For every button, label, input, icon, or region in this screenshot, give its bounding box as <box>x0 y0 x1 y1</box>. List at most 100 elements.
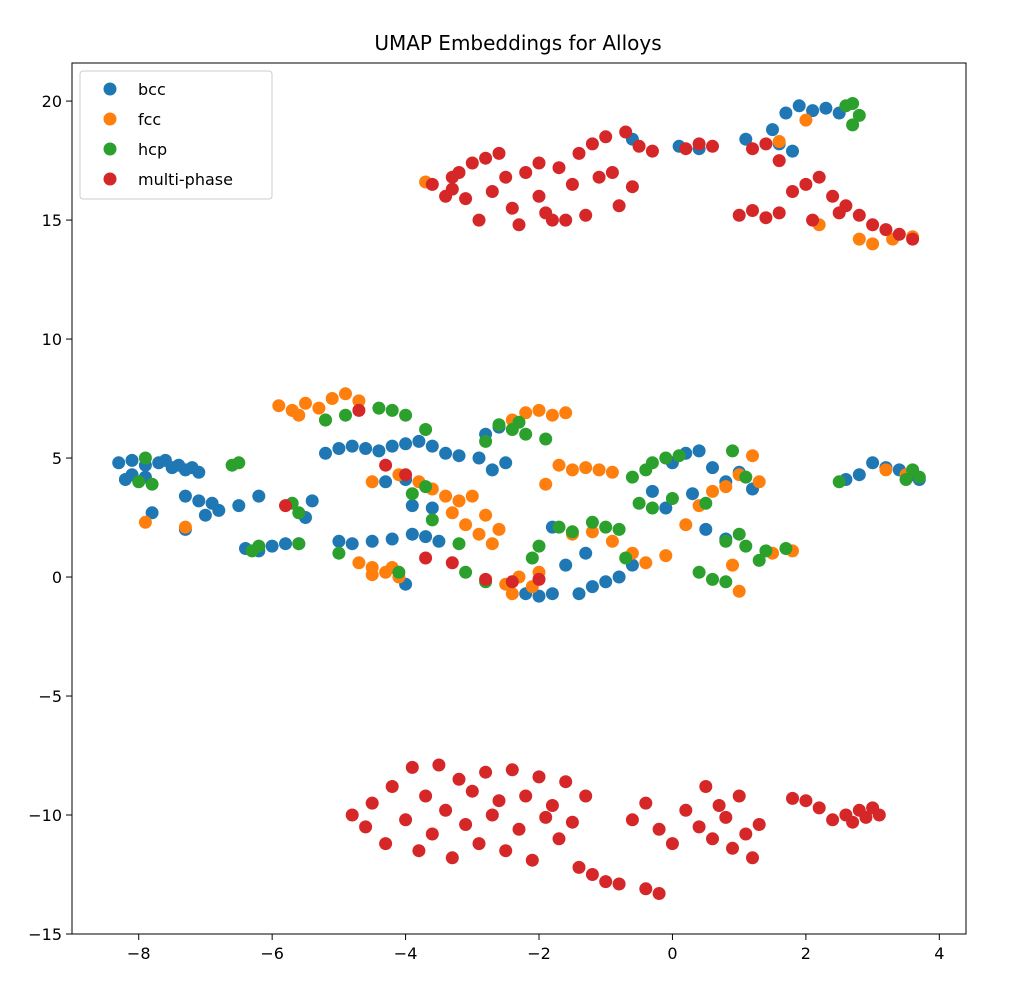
series-hcp-group <box>132 97 926 589</box>
point-hcp-63 <box>846 97 860 110</box>
x-tick-label-5: 2 <box>801 944 811 963</box>
ticks-layer: −8 −6 −4 −2 0 2 4 −15 −10 −5 0 5 10 15 20 <box>28 92 944 963</box>
point-hcp-40 <box>645 456 659 470</box>
point-multi-phase-61 <box>405 760 419 774</box>
point-multi-phase-125 <box>532 572 546 586</box>
point-multi-phase-25 <box>632 139 646 153</box>
point-bcc-95 <box>786 144 799 158</box>
point-multi-phase-57 <box>365 796 379 810</box>
point-hcp-21 <box>452 537 466 551</box>
point-hcp-25 <box>519 427 533 441</box>
point-multi-phase-108 <box>786 791 799 805</box>
point-fcc-40 <box>552 458 566 472</box>
point-hcp-46 <box>699 496 713 510</box>
point-multi-phase-6 <box>479 151 493 165</box>
point-fcc-42 <box>579 461 593 475</box>
point-multi-phase-10 <box>505 201 519 215</box>
point-fcc-57 <box>752 475 766 489</box>
point-multi-phase-117 <box>846 815 860 829</box>
point-multi-phase-41 <box>799 177 813 191</box>
point-multi-phase-2 <box>445 182 459 196</box>
point-bcc-17 <box>198 508 212 522</box>
point-fcc-33 <box>505 587 519 601</box>
point-fcc-62 <box>659 549 673 563</box>
point-hcp-1 <box>145 477 159 491</box>
chart-title: UMAP Embeddings for Alloys <box>374 31 661 55</box>
point-fcc-51 <box>679 518 693 532</box>
point-hcp-2 <box>138 451 152 465</box>
point-fcc-15 <box>365 568 379 582</box>
x-tick-label-3: −2 <box>527 944 551 963</box>
point-bcc-20 <box>232 499 246 513</box>
point-fcc-39 <box>559 406 573 420</box>
point-multi-phase-78 <box>519 789 533 803</box>
point-multi-phase-43 <box>826 189 840 203</box>
point-multi-phase-81 <box>539 810 553 824</box>
point-bcc-78 <box>645 484 659 498</box>
point-hcp-0 <box>132 475 146 489</box>
point-multi-phase-53 <box>746 142 759 156</box>
point-hcp-30 <box>525 551 539 565</box>
y-tick-label-5: 10 <box>42 330 62 349</box>
point-multi-phase-71 <box>472 837 486 851</box>
point-fcc-36 <box>519 406 533 420</box>
point-bcc-88 <box>766 123 779 137</box>
point-multi-phase-80 <box>532 770 546 784</box>
point-hcp-35 <box>599 520 613 534</box>
y-tick-label-2: −5 <box>38 687 62 706</box>
point-fcc-56 <box>746 449 759 463</box>
point-hcp-64 <box>852 108 866 122</box>
point-multi-phase-50 <box>806 213 820 227</box>
point-fcc-59 <box>732 584 746 598</box>
point-hcp-48 <box>706 572 719 586</box>
point-fcc-50 <box>639 556 653 570</box>
point-bcc-14 <box>192 494 206 508</box>
point-bcc-46 <box>432 534 446 548</box>
point-multi-phase-68 <box>452 772 466 786</box>
point-multi-phase-23 <box>619 125 633 139</box>
point-bcc-58 <box>532 589 546 603</box>
point-bcc-12 <box>118 473 132 486</box>
point-hcp-36 <box>612 522 626 536</box>
point-bcc-91 <box>806 104 820 118</box>
point-multi-phase-48 <box>892 227 906 241</box>
point-bcc-33 <box>372 444 386 458</box>
point-bcc-82 <box>866 456 880 470</box>
y-tick-label-7: 20 <box>42 92 62 111</box>
point-multi-phase-8 <box>485 185 499 198</box>
point-bcc-16 <box>212 503 226 517</box>
x-tick-label-6: 4 <box>934 944 944 963</box>
point-fcc-22 <box>452 494 466 508</box>
point-multi-phase-17 <box>579 208 593 222</box>
point-hcp-16 <box>332 546 346 560</box>
point-hcp-6 <box>252 539 266 553</box>
point-multi-phase-49 <box>906 232 920 246</box>
point-multi-phase-52 <box>759 137 773 151</box>
point-bcc-28 <box>305 494 319 508</box>
point-multi-phase-83 <box>552 832 566 846</box>
point-multi-phase-106 <box>746 851 759 865</box>
point-multi-phase-11 <box>519 166 533 179</box>
point-hcp-20 <box>425 513 439 527</box>
point-hcp-31 <box>532 539 546 553</box>
legend-label-multi-phase: multi-phase <box>138 170 233 189</box>
point-multi-phase-21 <box>605 166 619 179</box>
legend: bcc fcc hcp multi-phase <box>79 70 273 200</box>
point-hcp-51 <box>739 539 753 553</box>
point-multi-phase-64 <box>425 827 439 841</box>
points-layer <box>112 97 926 900</box>
point-bcc-63 <box>559 558 573 572</box>
point-multi-phase-123 <box>505 575 519 589</box>
point-fcc-24 <box>445 506 459 520</box>
point-multi-phase-66 <box>439 803 453 817</box>
point-multi-phase-90 <box>612 877 626 891</box>
point-hcp-32 <box>552 520 566 534</box>
point-multi-phase-55 <box>345 808 359 822</box>
point-hcp-22 <box>479 434 493 448</box>
point-multi-phase-45 <box>852 208 866 222</box>
point-multi-phase-89 <box>599 875 613 889</box>
point-hcp-37 <box>619 551 633 565</box>
point-fcc-65 <box>772 135 786 148</box>
point-bcc-21 <box>252 489 266 503</box>
point-multi-phase-85 <box>565 815 579 829</box>
